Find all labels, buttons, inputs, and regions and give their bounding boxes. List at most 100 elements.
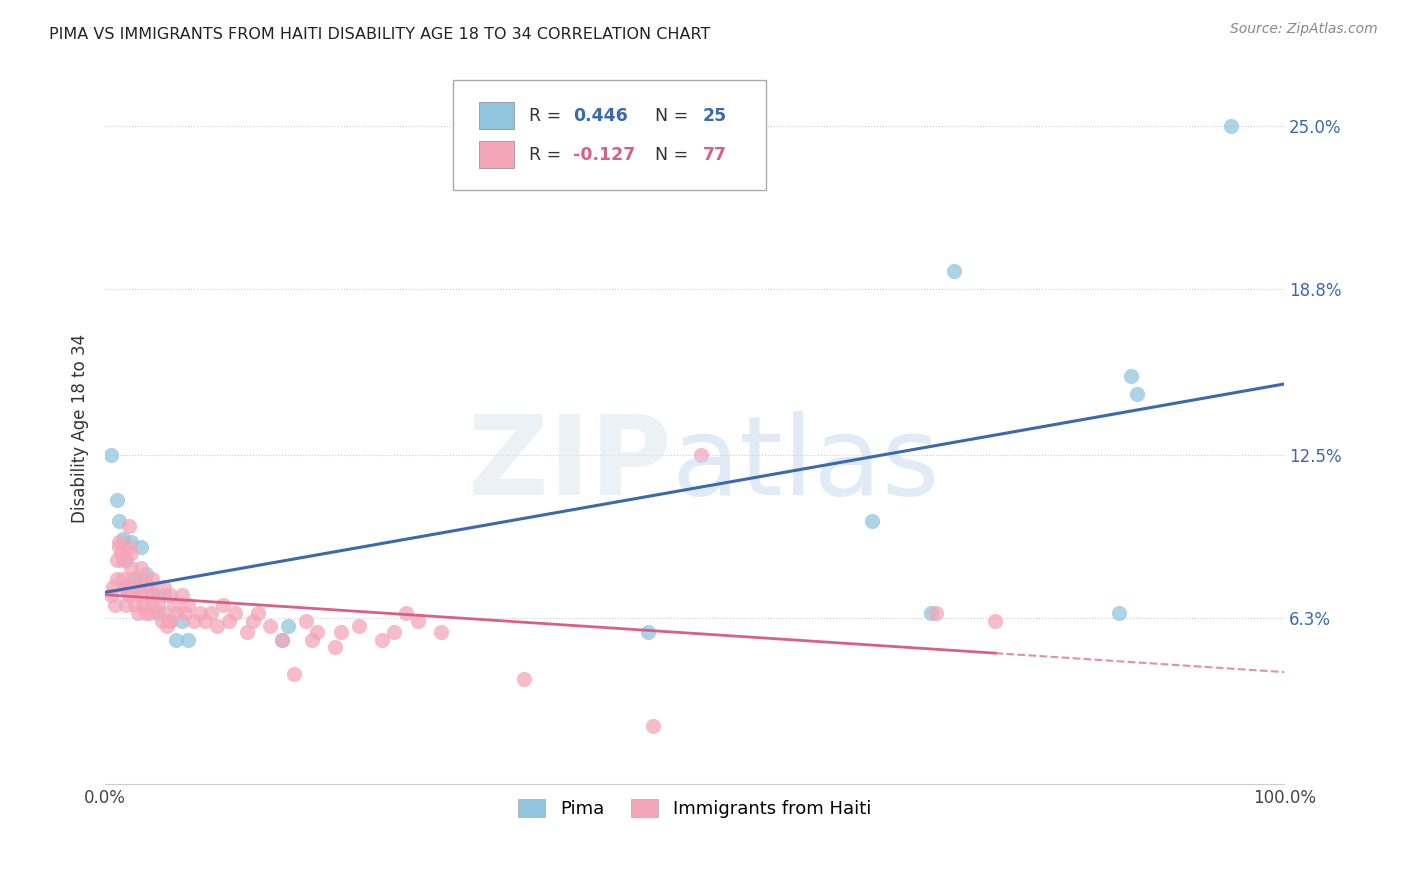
Point [124,572,146,586]
Point [118,519,141,533]
Point [183,614,205,628]
Point [111,553,134,567]
Point [105,492,128,507]
Point [925,606,948,620]
Point [105,553,128,567]
Point [637,624,659,639]
Point [277,619,299,633]
Point [323,640,346,655]
Point [271,632,294,647]
Point [165,632,187,647]
Point [108,541,131,555]
Text: ZIP: ZIP [468,411,671,517]
Point [382,624,405,639]
Point [235,624,257,639]
Point [430,624,453,639]
Point [1108,606,1130,620]
Text: Source: ZipAtlas.com: Source: ZipAtlas.com [1230,22,1378,37]
Point [307,624,329,639]
Point [177,599,200,613]
Text: N =: N = [644,145,693,164]
Point [111,572,134,586]
Point [159,588,181,602]
Text: 0.446: 0.446 [574,107,628,125]
Point [135,580,157,594]
Point [1119,369,1142,384]
Point [170,614,193,628]
Y-axis label: Disability Age 18 to 34: Disability Age 18 to 34 [72,334,89,524]
Point [643,719,665,733]
FancyBboxPatch shape [453,80,765,190]
Point [115,553,138,567]
Point [139,606,162,620]
Point [153,588,176,602]
Text: 77: 77 [703,145,727,164]
Point [162,599,184,613]
Point [689,448,711,462]
Point [200,606,222,620]
FancyBboxPatch shape [479,103,515,129]
Point [150,614,173,628]
Point [127,606,149,620]
Point [148,606,170,620]
Point [105,572,128,586]
Point [259,619,281,633]
Point [111,533,134,547]
Point [141,588,163,602]
Point [132,599,155,613]
Point [1220,119,1243,133]
Point [153,606,176,620]
Point [159,614,181,628]
Point [110,545,132,559]
Point [100,448,122,462]
Point [141,599,163,613]
Point [247,606,270,620]
Legend: Pima, Immigrants from Haiti: Pima, Immigrants from Haiti [512,791,879,825]
Point [103,580,125,594]
Point [108,514,131,528]
Point [920,606,942,620]
Point [143,588,166,602]
Point [124,599,146,613]
Point [177,632,200,647]
Point [132,572,155,586]
Text: R =: R = [529,107,567,125]
Point [165,606,187,620]
Point [205,619,228,633]
Point [330,624,353,639]
Text: PIMA VS IMMIGRANTS FROM HAITI DISABILITY AGE 18 TO 34 CORRELATION CHART: PIMA VS IMMIGRANTS FROM HAITI DISABILITY… [49,27,710,42]
Point [121,572,143,586]
Point [108,535,131,549]
Point [294,614,316,628]
Point [153,580,176,594]
Point [129,588,152,602]
Point [104,599,127,613]
Point [139,580,162,594]
Point [170,588,193,602]
Text: -0.127: -0.127 [574,145,636,164]
Point [120,545,142,559]
Point [135,566,157,581]
FancyBboxPatch shape [479,141,515,169]
Point [860,514,883,528]
Point [120,561,142,575]
Point [135,606,157,620]
Point [141,572,163,586]
Point [112,580,135,594]
Point [127,580,149,594]
Point [155,619,177,633]
Point [159,614,181,628]
Text: atlas: atlas [671,411,939,517]
Text: R =: R = [529,145,567,164]
Point [406,614,429,628]
Point [371,632,394,647]
Text: N =: N = [644,107,693,125]
Point [347,619,370,633]
Point [148,599,170,613]
Point [943,263,966,277]
Point [984,614,1007,628]
Point [118,588,141,602]
Point [271,632,294,647]
Point [100,588,122,602]
Point [129,541,152,555]
